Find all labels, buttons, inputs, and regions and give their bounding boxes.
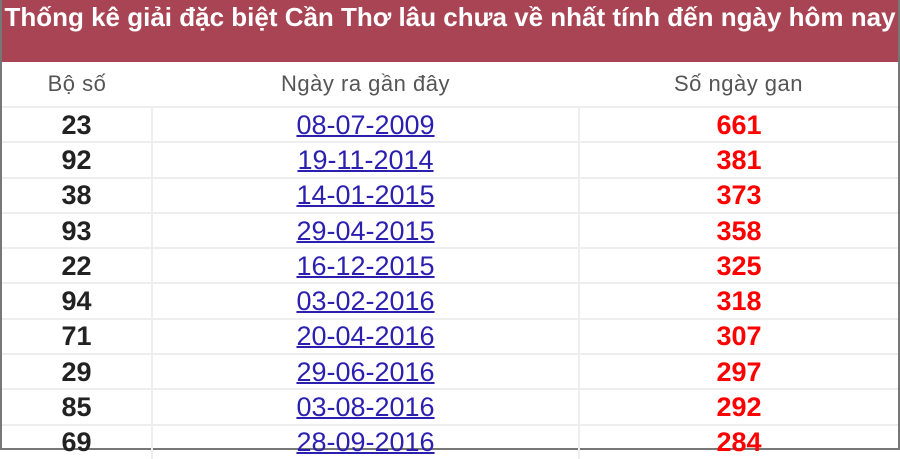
days-cell: 307 <box>578 317 898 355</box>
date-link[interactable]: 29-04-2015 <box>296 215 435 246</box>
number-cell: 93 <box>2 211 152 249</box>
number-cell: 29 <box>2 353 152 390</box>
date-cell: 16-12-2015 <box>151 247 579 284</box>
date-cell: 19-11-2014 <box>151 141 579 178</box>
date-link[interactable]: 08-07-2009 <box>296 109 435 140</box>
table-row: 22 16-12-2015 325 <box>2 247 898 284</box>
date-cell: 03-02-2016 <box>151 282 579 319</box>
date-cell: 03-08-2016 <box>151 388 579 425</box>
number-cell: 69 <box>2 423 152 459</box>
table-row: 85 03-08-2016 292 <box>2 388 898 425</box>
header-row: Bộ số Ngày ra gần đây Số ngày gan <box>2 62 898 107</box>
date-cell: 14-01-2015 <box>151 176 579 213</box>
col-header-date: Ngày ra gần đây <box>281 71 450 96</box>
date-cell: 08-07-2009 <box>151 105 579 143</box>
number-cell: 22 <box>2 247 152 284</box>
date-link[interactable]: 14-01-2015 <box>296 180 435 211</box>
date-link[interactable]: 03-08-2016 <box>296 392 435 423</box>
table-row: 29 29-06-2016 297 <box>2 353 898 390</box>
date-link[interactable]: 28-09-2016 <box>296 427 435 458</box>
number-cell: 71 <box>2 317 152 355</box>
table-row: 23 08-07-2009 661 <box>2 105 898 143</box>
table-row: 94 03-02-2016 318 <box>2 282 898 319</box>
days-cell: 297 <box>578 353 898 390</box>
date-cell: 20-04-2016 <box>151 317 579 355</box>
number-cell: 23 <box>2 105 152 143</box>
days-cell: 318 <box>578 282 898 319</box>
number-cell: 85 <box>2 388 152 425</box>
number-cell: 38 <box>2 176 152 213</box>
days-cell: 381 <box>578 141 898 178</box>
days-cell: 325 <box>578 247 898 284</box>
date-link[interactable]: 20-04-2016 <box>296 321 435 352</box>
days-cell: 292 <box>578 388 898 425</box>
table-row: 93 29-04-2015 358 <box>2 211 898 249</box>
table-title: Thống kê giải đặc biệt Cần Thơ lâu chưa … <box>2 0 898 62</box>
days-cell: 358 <box>578 211 898 249</box>
date-cell: 29-06-2016 <box>151 353 579 390</box>
gan-table: Bộ số Ngày ra gần đây Số ngày gan 23 08-0… <box>2 62 898 459</box>
date-link[interactable]: 03-02-2016 <box>296 286 435 317</box>
date-link[interactable]: 16-12-2015 <box>296 250 435 281</box>
table-row: 69 28-09-2016 284 <box>2 423 898 459</box>
table-row: 71 20-04-2016 307 <box>2 317 898 355</box>
date-link[interactable]: 19-11-2014 <box>297 144 434 175</box>
table-row: 38 14-01-2015 373 <box>2 176 898 213</box>
days-cell: 284 <box>578 423 898 459</box>
days-cell: 373 <box>578 176 898 213</box>
table-row: 92 19-11-2014 381 <box>2 141 898 178</box>
date-cell: 28-09-2016 <box>151 423 579 459</box>
date-link[interactable]: 29-06-2016 <box>296 356 435 387</box>
col-header-days: Số ngày gan <box>673 71 804 96</box>
days-cell: 661 <box>578 105 898 143</box>
date-cell: 29-04-2015 <box>151 211 579 249</box>
number-cell: 94 <box>2 282 152 319</box>
number-cell: 92 <box>2 141 152 178</box>
col-header-number: Bộ số <box>47 71 107 96</box>
